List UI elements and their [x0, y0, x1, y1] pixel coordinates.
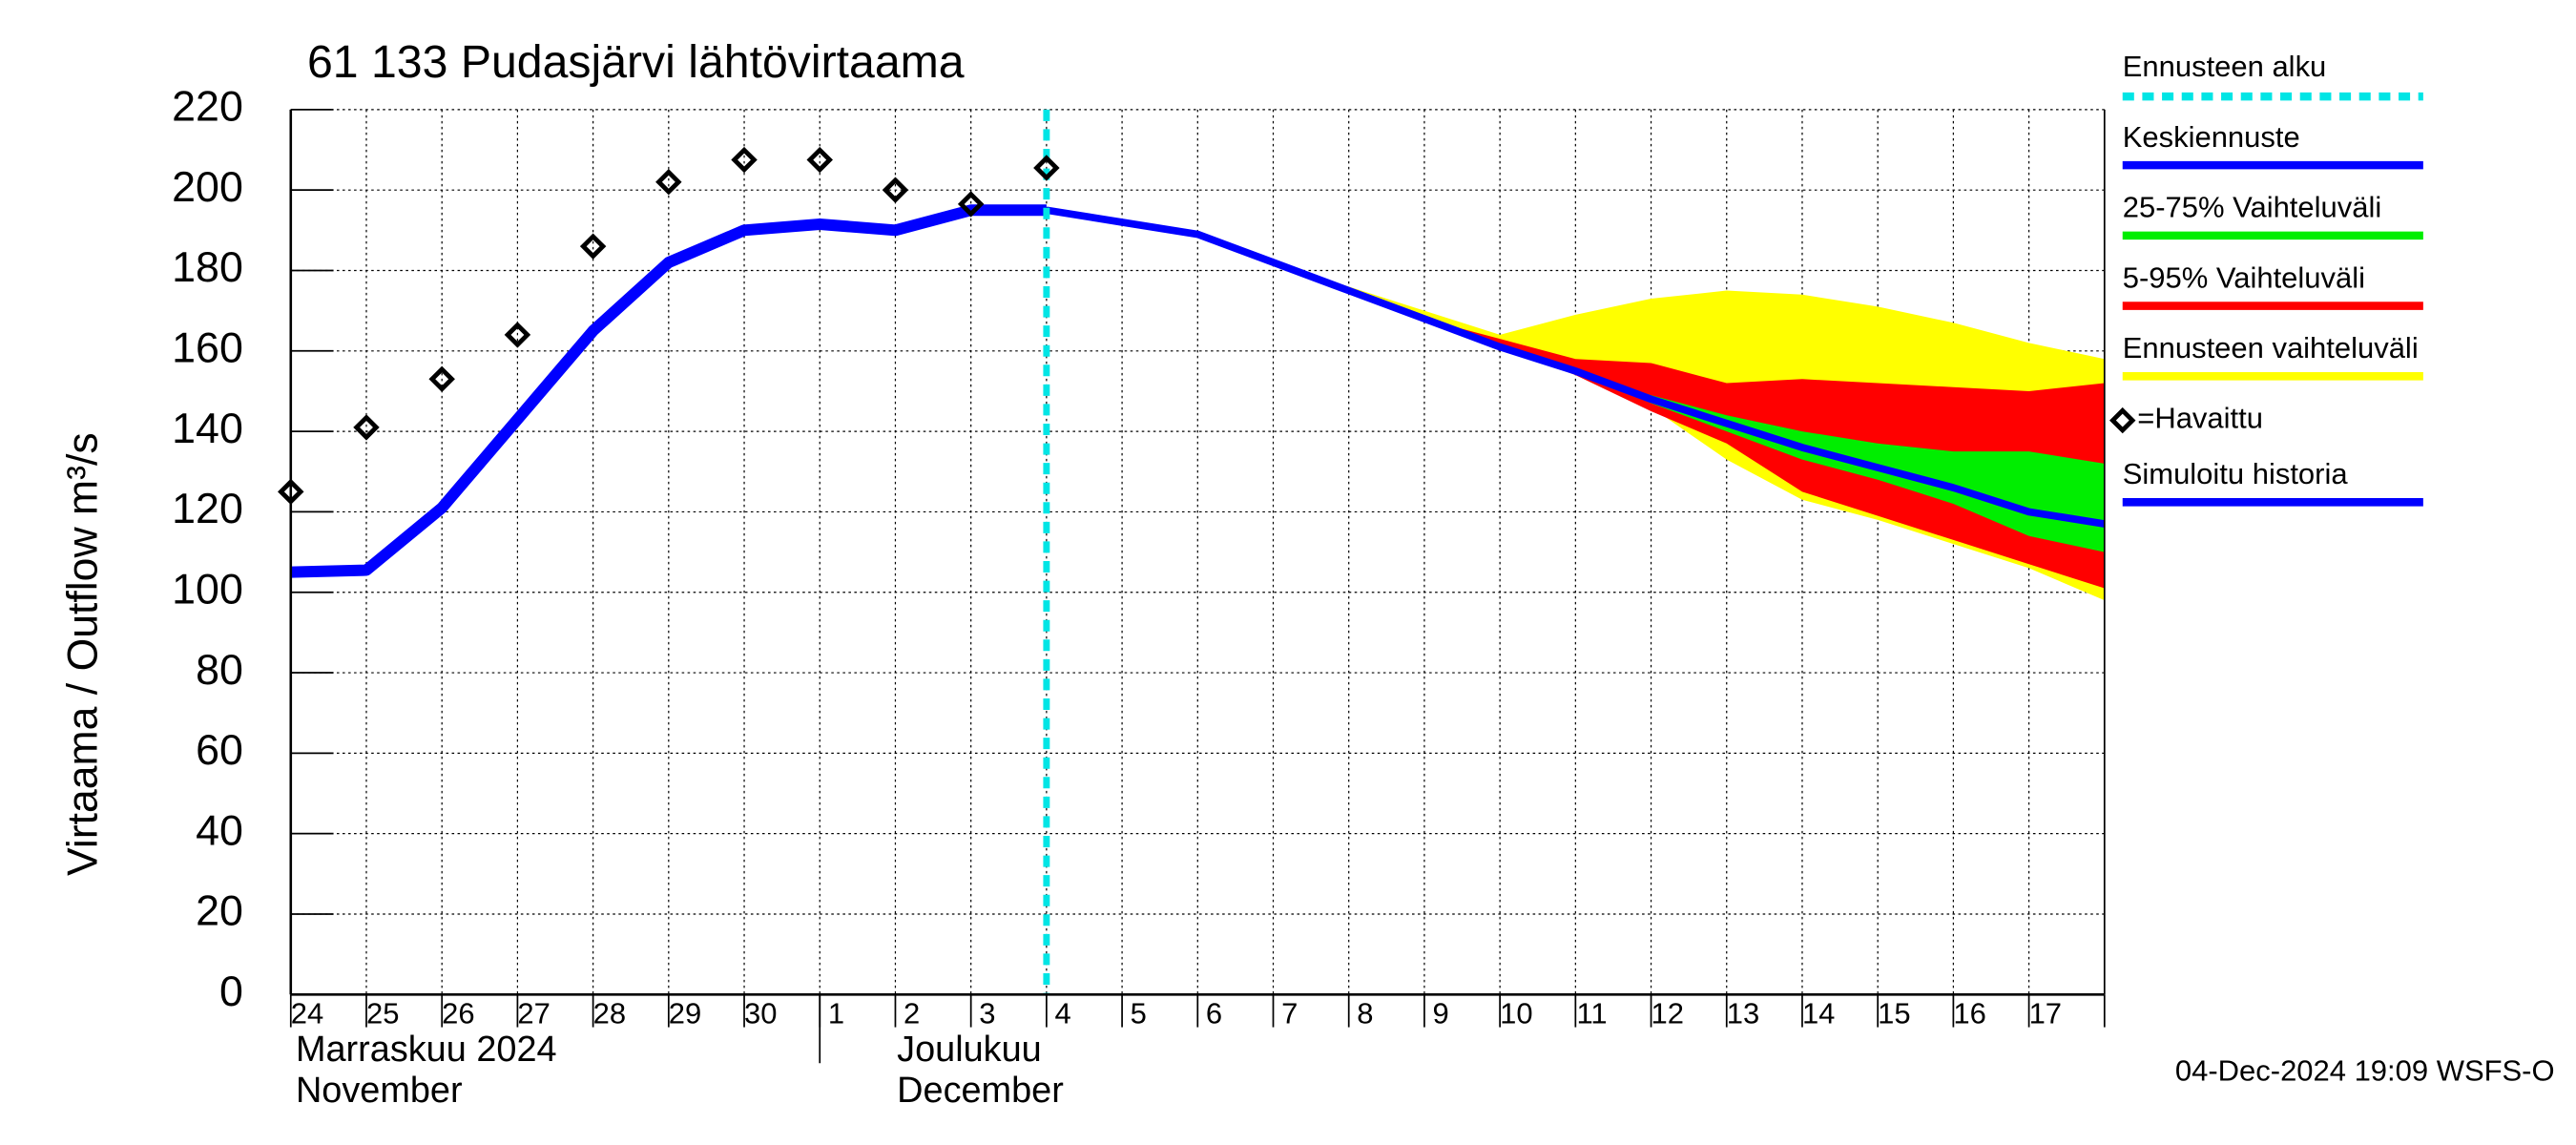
observed-point: [655, 169, 682, 196]
y-tick-label: 80: [196, 647, 243, 694]
y-tick-label: 220: [172, 84, 243, 131]
y-tick-label: 60: [196, 727, 243, 774]
y-tick-label: 160: [172, 325, 243, 372]
x-tick-label: 8: [1357, 997, 1373, 1030]
y-tick-label: 20: [196, 888, 243, 935]
legend-label: 25-75% Vaihteluväli: [2123, 191, 2381, 224]
x-tick-label: 2: [904, 997, 920, 1030]
y-tick-label: 200: [172, 164, 243, 211]
legend-label: =Havaittu: [2137, 402, 2263, 435]
footer: 04-Dec-2024 19:09 WSFS-O: [2175, 1054, 2555, 1088]
x-tick-label: 16: [1953, 997, 1985, 1030]
x-tick-label: 14: [1802, 997, 1835, 1030]
x-tick-label: 5: [1131, 997, 1147, 1030]
month-label: Joulukuu: [897, 1030, 1042, 1070]
x-tick-label: 12: [1652, 997, 1684, 1030]
x-tick-label: 7: [1281, 997, 1298, 1030]
observed-point: [882, 177, 909, 203]
observed-point: [806, 146, 833, 174]
x-tick-label: 24: [291, 997, 323, 1030]
observed-point: [731, 146, 758, 174]
y-tick-label: 40: [196, 808, 243, 855]
band: [1423, 319, 2105, 589]
legend-label: Ennusteen vaihteluväli: [2123, 331, 2419, 364]
y-tick-label: 120: [172, 486, 243, 532]
month-label: Marraskuu 2024: [296, 1030, 557, 1070]
y-tick-label: 140: [172, 406, 243, 452]
observed-point: [504, 322, 531, 348]
observed-point: [1033, 155, 1060, 181]
line: [290, 204, 1047, 578]
x-tick-label: 27: [517, 997, 550, 1030]
y-tick-label: 180: [172, 244, 243, 291]
legend-label: Simuloitu historia: [2123, 457, 2349, 490]
x-tick-label: 30: [744, 997, 777, 1030]
legend-label: Keskiennuste: [2123, 120, 2300, 154]
month-label: December: [897, 1071, 1064, 1111]
x-tick-label: 13: [1727, 997, 1759, 1030]
y-tick-label: 100: [172, 567, 243, 614]
x-tick-label: 15: [1878, 997, 1910, 1030]
y-axis-label: Virtaama / Outflow m³/s: [59, 432, 106, 876]
x-tick-label: 10: [1500, 997, 1532, 1030]
x-tick-label: 11: [1576, 997, 1607, 1030]
observed-point: [579, 233, 607, 260]
line: [1046, 206, 2106, 528]
x-tick-label: 17: [2029, 997, 2062, 1030]
x-tick-label: 4: [1054, 997, 1070, 1030]
x-tick-label: 28: [593, 997, 626, 1030]
y-tick-label: 0: [219, 968, 243, 1015]
x-tick-label: 29: [669, 997, 701, 1030]
legend-label: Ennusteen alku: [2123, 50, 2327, 83]
observed-point: [957, 191, 985, 218]
x-tick-label: 3: [979, 997, 995, 1030]
x-tick-label: 6: [1206, 997, 1222, 1030]
month-label: November: [296, 1071, 463, 1111]
x-tick-label: 25: [366, 997, 399, 1030]
observed-point: [428, 365, 455, 392]
observed-point: [353, 414, 380, 441]
legend-label: 5-95% Vaihteluväli: [2123, 260, 2365, 294]
x-tick-label: 9: [1433, 997, 1449, 1030]
x-tick-label: 26: [442, 997, 474, 1030]
legend-marker: [2109, 406, 2136, 434]
chart-title: 61 133 Pudasjärvi lähtövirtaama: [307, 36, 965, 88]
x-tick-label: 1: [828, 997, 844, 1030]
